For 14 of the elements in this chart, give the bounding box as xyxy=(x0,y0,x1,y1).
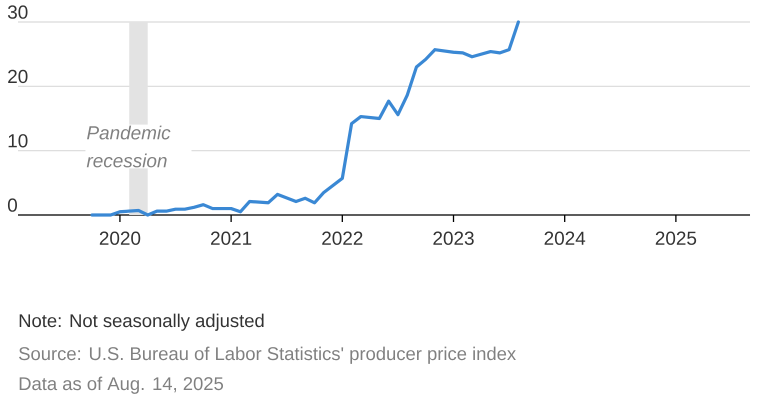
band-label: Pandemic recession xyxy=(86,126,170,168)
x-tick-label: 2020 xyxy=(100,232,140,245)
x-tick-label: 2022 xyxy=(322,232,362,245)
text: Data as of Aug. 14, 2025 xyxy=(20,376,224,394)
y-tick-label: 30 xyxy=(8,5,28,19)
source-note: Source: U.S. Bureau of Labor Statistics' producer price index xyxy=(19,346,516,364)
x-tick-label: 2024 xyxy=(544,232,586,245)
y-tick-label: 0 xyxy=(8,198,17,212)
y-tick-label: 20 xyxy=(8,70,28,84)
y-tick-label: 10 xyxy=(8,134,28,148)
x-tick-label: 2021 xyxy=(211,232,252,245)
x-tick-label: 2025 xyxy=(656,232,696,245)
x-tick-label: 2023 xyxy=(433,232,474,245)
text: Note: Not seasonally adjusted xyxy=(20,314,264,331)
